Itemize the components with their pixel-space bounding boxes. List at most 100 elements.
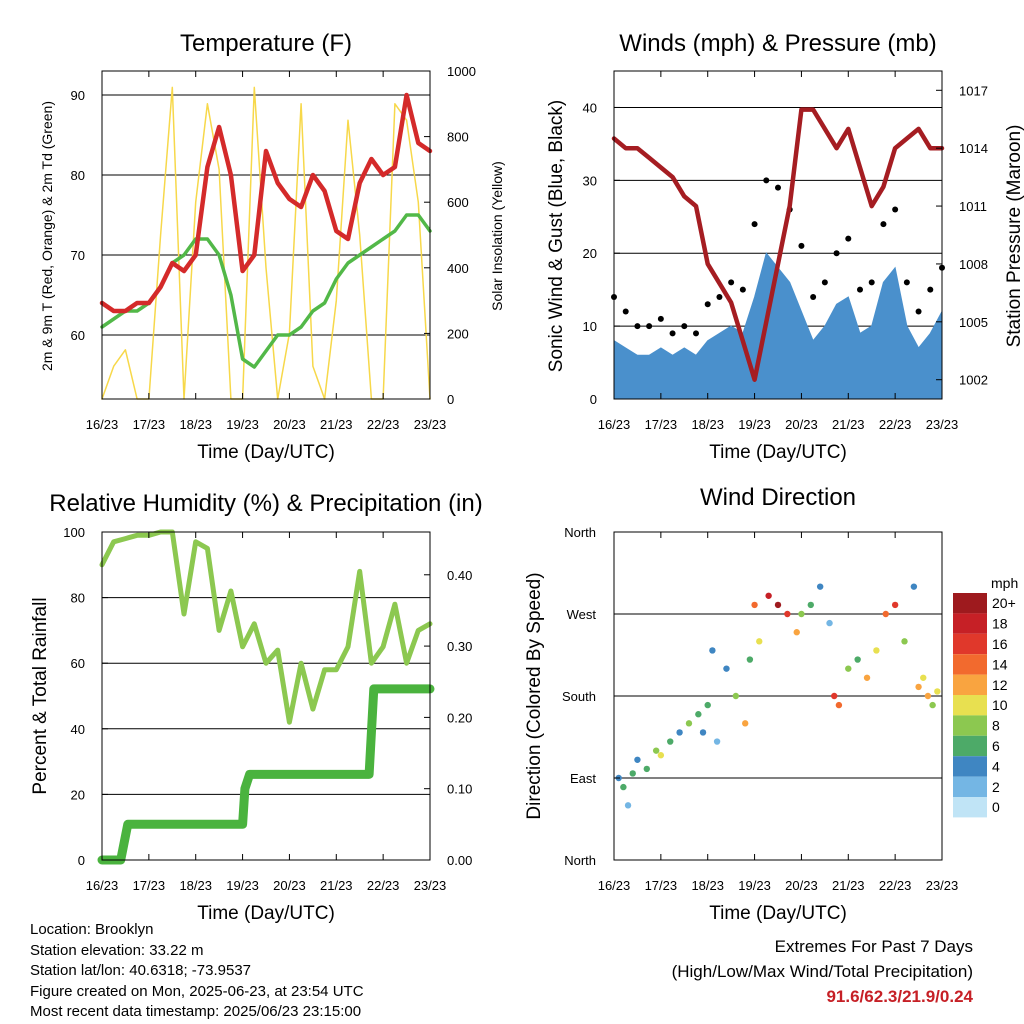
y-tick-label: 90 <box>71 88 85 103</box>
wind-ylabel-left: Sonic Wind & Gust (Blue, Black) <box>546 100 567 372</box>
y-tick-label: 1005 <box>959 315 988 330</box>
wind-plot-frame <box>613 70 943 400</box>
direction-point <box>854 656 861 663</box>
y-tick-label: 20 <box>583 246 597 261</box>
x-tick-label: 23/23 <box>926 417 959 432</box>
temp-series <box>99 86 433 400</box>
legend-swatch <box>953 797 987 818</box>
x-tick-label: 22/23 <box>367 417 400 432</box>
x-tick-label: 17/23 <box>133 417 166 432</box>
gust-point <box>798 242 805 249</box>
gust-point <box>880 221 887 228</box>
gust-point <box>857 286 863 293</box>
temp-x-ticks: 16/23 17/23 18/23 19/23 20/23 21/23 22/23 23/23 <box>86 71 446 432</box>
direction-point <box>891 601 899 609</box>
gust-point <box>657 315 664 322</box>
y-tick-label: 20 <box>71 787 85 802</box>
speed-legend: mph 20+ 18 16 14 12 10 8 6 4 2 0 <box>953 575 1018 818</box>
legend-swatch <box>953 593 987 614</box>
direction-point <box>643 765 650 773</box>
direction-point <box>676 729 683 736</box>
gust-point <box>704 301 711 308</box>
rh-grid <box>102 531 430 861</box>
temp-ylabel-right: Solar Insolation (Yellow) <box>489 161 505 311</box>
gust-point <box>892 206 899 213</box>
x-tick-label: 18/23 <box>691 417 724 432</box>
x-tick-label: 16/23 <box>86 417 119 432</box>
x-tick-label: 21/23 <box>832 417 865 432</box>
y-tick-label: 0.20 <box>447 710 472 725</box>
direction-point <box>695 711 702 718</box>
legend-swatch <box>953 695 987 716</box>
y-tick-label: West <box>567 607 597 622</box>
direction-point <box>845 665 852 672</box>
y-tick-label: 30 <box>583 173 597 188</box>
extremes-box: Extremes For Past 7 Days (High/Low/Max W… <box>672 934 973 1009</box>
pressure-line <box>611 107 945 382</box>
legend-label: 20+ <box>992 595 1016 611</box>
direction-point <box>924 692 932 700</box>
dir-ylabel-left: Direction (Colored By Speed) <box>524 572 545 819</box>
direction-point <box>863 674 871 681</box>
x-tick-label: 21/23 <box>320 878 353 893</box>
extremes-line2: (High/Low/Max Wind/Total Precipitation) <box>671 962 973 981</box>
x-tick-label: 21/23 <box>832 878 865 893</box>
x-tick-label: 17/23 <box>645 417 678 432</box>
wind-series <box>611 107 945 400</box>
legend-label: 2 <box>992 779 1000 795</box>
direction-point <box>910 583 918 590</box>
dir-grid <box>614 531 942 861</box>
direction-point <box>751 601 758 609</box>
temp-ylabel-left: 2m & 9m T (Red, Orange) & 2m Td (Green) <box>39 101 55 371</box>
wind-xlabel: Time (Day/UTC) <box>709 442 847 463</box>
legend-swatch <box>953 633 987 655</box>
gust-point <box>693 330 699 337</box>
y-tick-label: 70 <box>71 248 85 263</box>
temperature-line <box>99 92 433 314</box>
y-tick-label: 1008 <box>959 257 988 272</box>
x-tick-label: 22/23 <box>367 878 400 893</box>
extremes-line1: Extremes For Past 7 Days <box>774 937 973 956</box>
rh-left-ticks: 0 20 40 60 80 100 <box>63 525 108 868</box>
dir-series <box>615 583 941 809</box>
direction-point <box>723 665 730 672</box>
x-tick-label: 16/23 <box>598 417 631 432</box>
info-location: Location: Brooklyn <box>30 921 154 938</box>
y-tick-label: 1000 <box>447 64 476 79</box>
gust-point <box>810 293 817 300</box>
info-created: Figure created on Mon, 2025-06-23, at 23… <box>30 982 364 1000</box>
x-tick-label: 18/23 <box>179 878 212 893</box>
y-tick-label: 60 <box>71 656 85 671</box>
direction-point <box>784 610 791 618</box>
y-tick-label: 40 <box>583 100 597 115</box>
x-tick-label: 17/23 <box>133 878 166 893</box>
direction-point <box>901 638 908 645</box>
x-tick-label: 23/23 <box>926 878 959 893</box>
rh-xlabel: Time (Day/UTC) <box>197 903 335 924</box>
sonic-wind-area <box>613 252 943 400</box>
legend-swatch <box>953 674 987 695</box>
info-latlon: Station lat/lon: 40.6318; -73.9537 <box>30 962 252 979</box>
y-tick-label: 60 <box>71 328 85 343</box>
direction-point <box>826 619 833 627</box>
dir-title: Wind Direction <box>700 484 856 511</box>
legend-swatch <box>953 654 987 675</box>
x-tick-label: 19/23 <box>738 878 771 893</box>
legend-label: 14 <box>992 656 1008 672</box>
direction-point <box>732 692 740 700</box>
gust-point <box>833 250 840 257</box>
x-tick-label: 20/23 <box>273 878 306 893</box>
y-tick-label: 0.40 <box>447 568 472 583</box>
gust-point <box>634 323 641 330</box>
temp-xlabel: Time (Day/UTC) <box>197 442 335 463</box>
temp-plot-frame <box>101 70 431 400</box>
temp-right-ticks: 0 200 400 600 800 1000 <box>424 64 476 407</box>
temp-grid <box>102 94 430 336</box>
legend-label: 16 <box>992 636 1008 652</box>
x-tick-label: 17/23 <box>645 878 678 893</box>
rh-panel: Relative Humidity (%) & Precipitation (i… <box>30 490 483 924</box>
direction-point <box>620 783 627 791</box>
x-tick-label: 20/23 <box>785 417 818 432</box>
y-tick-label: 80 <box>71 591 85 606</box>
